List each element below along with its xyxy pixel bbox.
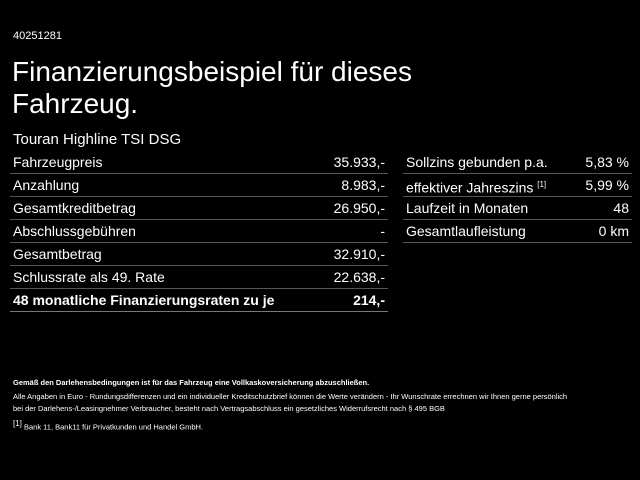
row-label: Abschlussgebühren [13, 223, 136, 239]
row-label: Gesamtkreditbetrag [13, 200, 136, 216]
footer-line: Alle Angaben in Euro - Rundungsdifferenz… [13, 392, 568, 401]
row-value: 48 [613, 200, 629, 216]
table-row: Gesamtkreditbetrag 26.950,- [10, 197, 388, 220]
row-value: 22.638,- [333, 269, 385, 285]
row-label-text: Gesamtlaufleistung [406, 223, 526, 239]
row-value: 26.950,- [333, 200, 385, 216]
row-label: 48 monatliche Finanzierungsraten zu je [13, 292, 275, 308]
row-label: Gesamtlaufleistung [406, 220, 526, 242]
footer-bold: Gemäß den Darlehensbedingungen ist für d… [13, 378, 370, 387]
offer-id: 40251281 [13, 30, 62, 42]
footnote: [1] Bank 11, Bank11 für Privatkunden und… [13, 418, 203, 434]
row-value: 32.910,- [333, 246, 385, 262]
row-label: Sollzins gebunden p.a. [406, 151, 548, 173]
row-label-text: Sollzins gebunden p.a. [406, 154, 548, 170]
row-label: Schlussrate als 49. Rate [13, 269, 165, 285]
title: Finanzierungsbeispiel für dieses Fahrzeu… [12, 56, 412, 120]
table-row: Gesamtbetrag 32.910,- [10, 243, 388, 266]
table-row: effektiver Jahreszins [1] 5,99 % [403, 174, 632, 197]
table-row: Gesamtlaufleistung 0 km [403, 220, 632, 243]
row-value: 35.933,- [333, 154, 385, 170]
table-row: Anzahlung 8.983,- [10, 174, 388, 197]
title-line: Finanzierungsbeispiel für dieses [12, 56, 412, 87]
row-label: Gesamtbetrag [13, 246, 102, 262]
row-value: 5,99 % [585, 177, 629, 193]
row-value: 0 km [598, 223, 629, 239]
table-row: Schlussrate als 49. Rate 22.638,- [10, 266, 388, 289]
footnote-text: Bank 11, Bank11 für Privatkunden und Han… [24, 422, 203, 432]
row-label-text: effektiver Jahreszins [406, 179, 534, 196]
footer-line: bei der Darlehens-/Leasingnehmer Verbrau… [13, 404, 445, 413]
row-label-text: Laufzeit in Monaten [406, 200, 529, 216]
table-row: 48 monatliche Finanzierungsraten zu je 21… [10, 289, 388, 312]
row-value: 214,- [353, 292, 385, 308]
title-line: Fahrzeug. [12, 88, 139, 119]
row-value: 5,83 % [585, 154, 629, 170]
row-note: [1] [537, 180, 547, 189]
table-row: Abschlussgebühren - [10, 220, 388, 243]
footnote-marker: [1] [13, 419, 22, 428]
row-label: Laufzeit in Monaten [406, 197, 528, 219]
row-value: 8.983,- [341, 177, 385, 193]
table-row: Fahrzeugpreis 35.933,- [10, 151, 388, 174]
model: Touran Highline TSI DSG [13, 131, 182, 148]
table-row: Laufzeit in Monaten 48 [403, 197, 632, 220]
row-label: Anzahlung [13, 177, 80, 193]
row-value: - [380, 223, 385, 239]
row-label: effektiver Jahreszins [1] [406, 174, 546, 196]
table-row: Sollzins gebunden p.a. 5,83 % [403, 151, 632, 174]
row-label: Fahrzeugpreis [13, 154, 103, 170]
